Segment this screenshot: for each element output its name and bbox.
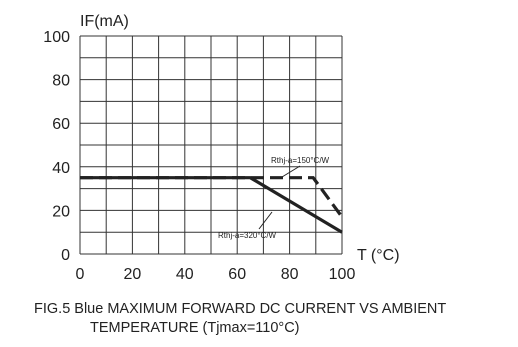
y-tick-label: 100 [43,29,70,46]
x-tick-label: 100 [329,266,356,283]
y-tick-label: 40 [52,160,70,177]
grid-lines [79,35,343,255]
series-line-rth320 [80,176,343,234]
x-tick-label: 80 [281,266,299,283]
leader-line-rth150 [281,165,301,178]
leader-line-rth320 [258,211,273,230]
series-label-rth320: Rthj-a=320°C/W [218,231,277,240]
series-label-rth150: Rthj-a=150°C/W [271,156,330,165]
figure-caption-line-2: TEMPERATURE (Tjmax=110°C) [90,320,300,336]
series-annotations: Rthj-a=150°C/W Rthj-a=320°C/W [218,156,330,240]
y-tick-label: 20 [52,203,70,220]
x-tick-label: 0 [76,266,85,283]
x-tick-label: 40 [176,266,194,283]
y-tick-label: 60 [52,116,70,133]
x-tick-label: 20 [124,266,142,283]
x-tick-label: 60 [228,266,246,283]
y-tick-label: 0 [61,247,70,264]
x-axis-label: T (°C) [357,247,400,264]
y-tick-label: 80 [52,73,70,90]
tick-labels: 0 20 40 60 80 100 0 20 40 60 80 100 [43,29,355,283]
figure-caption-line-1: FIG.5 Blue MAXIMUM FORWARD DC CURRENT VS… [34,301,447,317]
series-lines [80,176,344,234]
y-axis-label: IF(mA) [80,13,129,30]
